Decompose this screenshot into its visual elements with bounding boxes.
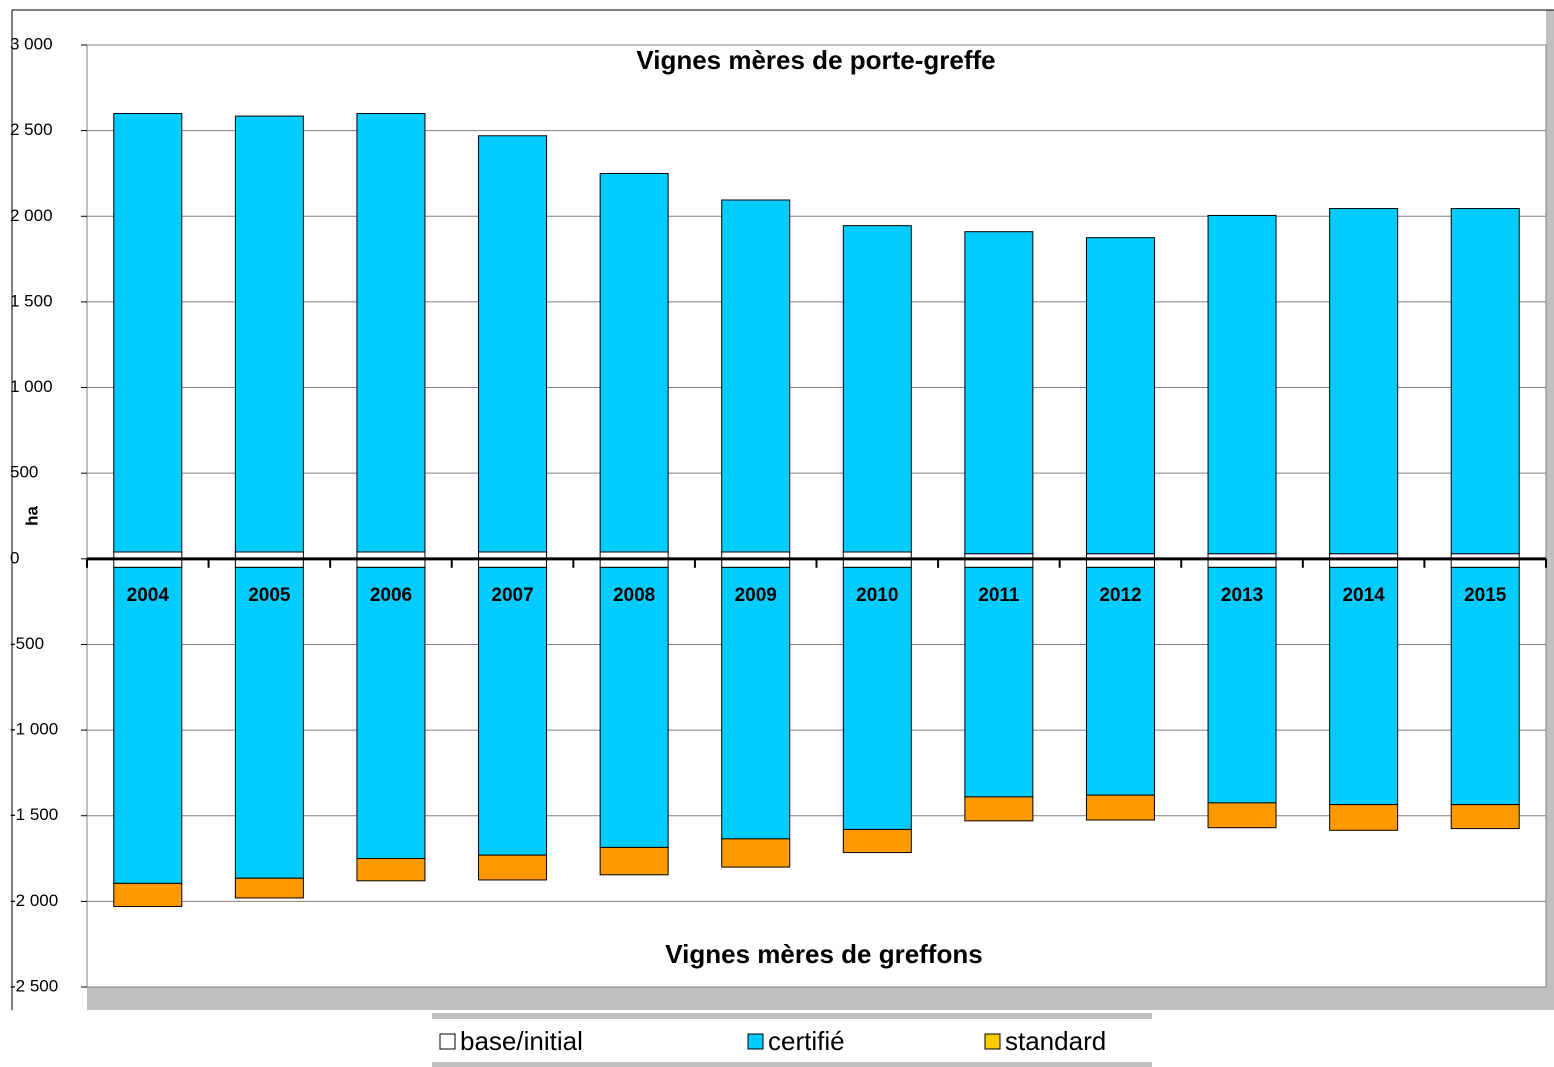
bar-segment [599, 846, 669, 876]
bar-segment [478, 566, 548, 856]
x-tick-label: 2011 [978, 585, 1020, 606]
x-tick-label: 2015 [1464, 585, 1507, 606]
bar-segment [1329, 566, 1399, 806]
legend-label: standard [1005, 1026, 1106, 1056]
bar-segment [1085, 566, 1155, 796]
bar-segment [234, 877, 304, 899]
y-axis-label: ha [22, 506, 41, 526]
bar-segment [599, 172, 669, 553]
y-tick-label: 1 000 [10, 377, 53, 396]
y-tick-label: -1 500 [10, 805, 58, 824]
y-tick-label: 3 000 [10, 34, 53, 53]
y-tick-label: 2 000 [10, 206, 53, 225]
bar-segment [356, 858, 426, 882]
bar-segment [356, 566, 426, 860]
bar-segment [964, 566, 1034, 798]
bar-segment [1450, 208, 1520, 555]
bar-segment [599, 566, 669, 848]
y-tick-label: 2 500 [10, 120, 53, 139]
bar-segment [842, 225, 912, 553]
legend-border [432, 1013, 1152, 1019]
bar-segment [842, 828, 912, 854]
legend-label: certifié [768, 1026, 845, 1056]
x-tick-label: 2013 [1221, 585, 1263, 606]
bar-segment [234, 115, 304, 553]
bar-segment [721, 566, 791, 840]
y-tick-label: -2 500 [10, 976, 58, 995]
x-tick-label: 2004 [127, 585, 170, 606]
bar-segment [113, 113, 183, 553]
y-tick-label: -500 [10, 634, 44, 653]
annotation: Vignes mères de greffons [665, 939, 982, 969]
y-tick-label: -2 000 [10, 891, 58, 910]
bar-segment [478, 135, 548, 553]
x-tick-label: 2010 [856, 585, 898, 606]
bar-segment [721, 199, 791, 553]
bar-segment [1085, 794, 1155, 821]
legend-swatch [439, 1033, 456, 1050]
bar-segment [1085, 237, 1155, 555]
bar-segment [1450, 804, 1520, 830]
bar-segment [1329, 208, 1399, 555]
x-tick-label: 2014 [1342, 585, 1385, 606]
bar-segment [964, 231, 1034, 555]
bar-segment [964, 796, 1034, 822]
x-tick-label: 2009 [735, 585, 777, 606]
y-tick-label: -1 000 [10, 720, 58, 739]
label-area [12, 10, 87, 1010]
bar-segment [356, 113, 426, 553]
bar-segment [113, 882, 183, 908]
top-area [87, 10, 1546, 45]
plot-area [86, 44, 1547, 988]
bar-segment [113, 566, 183, 884]
legend-label: base/initial [460, 1026, 583, 1056]
x-tick-label: 2005 [248, 585, 291, 606]
bar-segment [1207, 214, 1277, 555]
legend-border [432, 1062, 1152, 1067]
bar-segment [842, 566, 912, 830]
x-tick-label: 2006 [370, 585, 412, 606]
annotation: Vignes mères de porte-greffe [636, 45, 995, 75]
y-tick-label: 1 500 [10, 291, 53, 310]
bar-segment [478, 854, 548, 881]
x-tick-label: 2008 [613, 585, 655, 606]
y-tick-label: 0 [10, 548, 19, 567]
bar-segment [721, 838, 791, 868]
legend-swatch [747, 1033, 764, 1050]
bar-segment [1450, 566, 1520, 806]
bar-segment [1329, 804, 1399, 831]
x-tick-label: 2012 [1099, 585, 1141, 606]
bar-segment [234, 566, 304, 879]
x-tick-label: 2007 [491, 585, 533, 606]
bar-segment [1207, 802, 1277, 829]
y-tick-label: 500 [10, 463, 38, 482]
legend-swatch [984, 1033, 1001, 1050]
bar-segment [1207, 566, 1277, 804]
